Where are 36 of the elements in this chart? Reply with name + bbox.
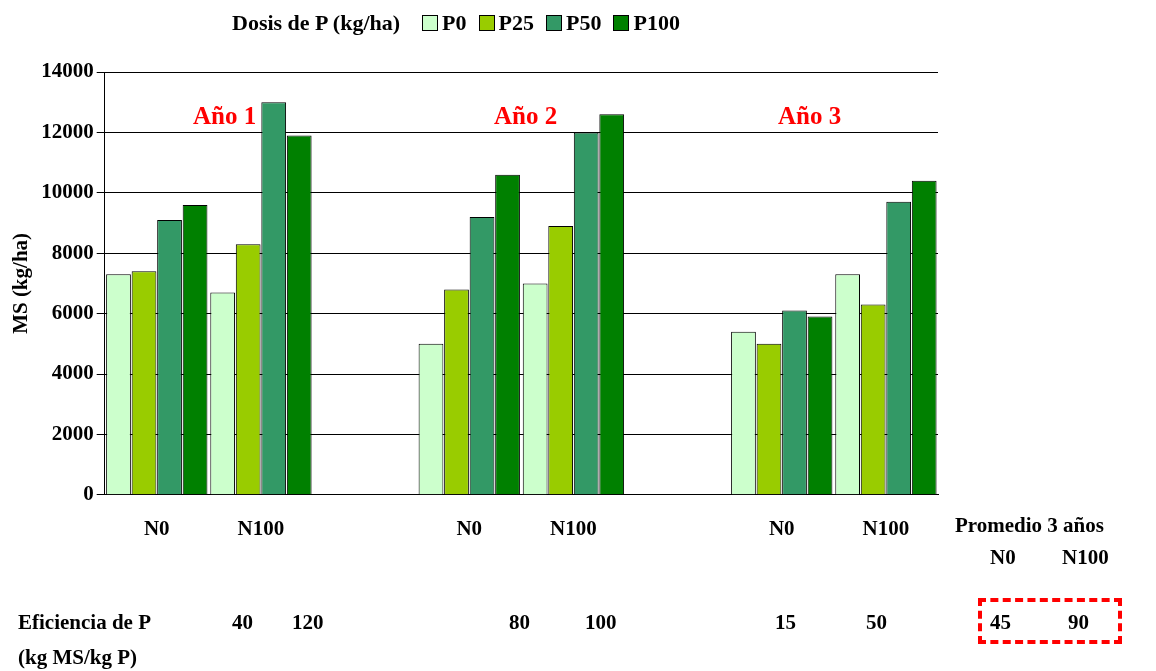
text: N0 [990,545,1016,570]
y-tick-label: 8000 [51,239,94,264]
text: 45 [990,610,1011,635]
y-tick-label: 6000 [51,300,94,325]
legend-title: Dosis de P (kg/ha) [232,10,401,36]
text: 100 [585,610,617,635]
text: Promedio 3 años [955,513,1104,538]
y-axis-title: MS (kg/ha) [8,232,33,334]
annotation: Año 3 [778,102,842,130]
x-tick-label: N0 [143,515,170,540]
x-tick-label: N0 [768,515,795,540]
text: 15 [775,610,796,635]
y-tick-label: 2000 [51,420,94,445]
legend-label: P100 [633,10,680,36]
y-tick-label: 12000 [41,118,94,143]
text: 90 [1068,610,1089,635]
text: 40 [232,610,253,635]
legend-label: P25 [498,10,534,36]
y-tick-label: 4000 [51,360,94,385]
text: (kg MS/kg P) [18,645,138,670]
x-tick-label: N0 [456,515,483,540]
text: N100 [1062,545,1109,570]
y-tick-label: 10000 [41,179,94,204]
x-tick-label: N100 [862,515,910,540]
text: Eficiencia de P [18,610,151,635]
text: 50 [866,610,887,635]
x-tick-label: N100 [550,515,597,540]
legend-label: P0 [442,10,467,36]
text: 120 [292,610,324,635]
annotation: Año 1 [193,102,257,130]
x-tick-label: N100 [237,515,285,540]
y-tick-label: 0 [83,481,94,506]
annotation: Año 2 [494,102,558,130]
legend-label: P50 [566,10,602,36]
text: 80 [509,610,530,635]
y-tick-label: 14000 [41,58,94,83]
